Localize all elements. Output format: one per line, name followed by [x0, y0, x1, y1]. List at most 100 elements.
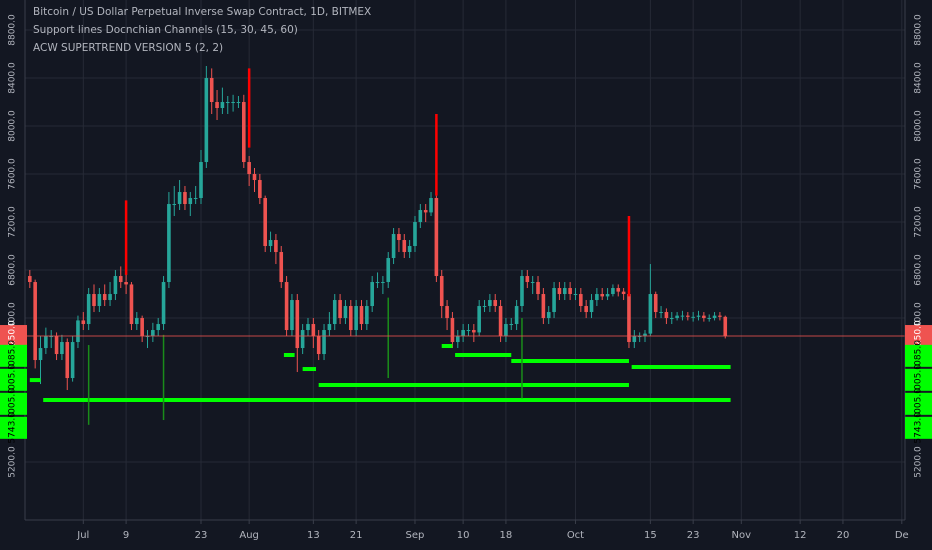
- candle-body: [627, 294, 631, 343]
- y-tick-label: 8800.0: [914, 14, 924, 46]
- candle-body: [402, 240, 407, 253]
- price-label-box: [905, 344, 932, 367]
- candle-body: [621, 291, 626, 295]
- candle-body: [589, 300, 594, 313]
- candle-body: [102, 294, 107, 301]
- candle-body: [391, 234, 396, 259]
- price-label-box: [0, 416, 27, 439]
- candle-body: [381, 282, 385, 284]
- candle-body: [247, 162, 251, 175]
- candle-body: [718, 315, 722, 317]
- candle-body: [669, 318, 674, 320]
- candle-body: [455, 336, 460, 343]
- x-tick-label: 18: [500, 530, 513, 541]
- candle-body: [488, 300, 492, 307]
- candle-body: [183, 192, 187, 205]
- candle-body: [97, 294, 102, 307]
- candle-body: [675, 315, 679, 319]
- candle-body: [354, 306, 358, 331]
- candle-body: [370, 282, 374, 307]
- candle-body: [204, 78, 209, 163]
- candle-body: [327, 324, 332, 331]
- candle-body: [691, 316, 695, 318]
- candle-body: [28, 276, 32, 283]
- candle-body: [616, 288, 621, 292]
- candle-body: [188, 198, 193, 205]
- candle-body: [290, 300, 294, 331]
- y-tick-label-left: 6400.0: [8, 302, 18, 334]
- y-tick-label: 6800.0: [914, 254, 924, 286]
- candle-body: [65, 342, 70, 379]
- x-tick-label: 21: [350, 530, 363, 541]
- candle-body: [653, 294, 658, 313]
- price-label: 6005.0: [914, 364, 924, 396]
- candle-body: [504, 324, 508, 337]
- legend-line: Support lines Docnchian Channels (15, 30…: [33, 24, 298, 36]
- candle-body: [140, 318, 144, 337]
- candle-body: [450, 318, 455, 343]
- candle-body: [365, 306, 369, 325]
- y-tick-label: 5200.0: [914, 446, 924, 478]
- candle-body: [659, 312, 663, 314]
- candle-body: [712, 315, 717, 319]
- candle-body: [70, 342, 75, 379]
- candle-body: [568, 288, 572, 295]
- candle-body: [199, 162, 203, 199]
- price-label-box: [0, 344, 27, 367]
- y-tick-label: 7200.0: [914, 206, 924, 238]
- candle-body: [413, 222, 417, 247]
- candle-body: [466, 330, 471, 332]
- candle-body: [151, 330, 155, 337]
- candle-body: [236, 102, 241, 104]
- price-label: 6085.0: [8, 340, 18, 372]
- current-price-label-box: [905, 325, 932, 348]
- candle-body: [311, 324, 316, 337]
- price-label: 6005.0: [8, 364, 18, 396]
- candle-body: [322, 330, 326, 355]
- x-tick-label: Jul: [76, 530, 89, 541]
- candle-body: [209, 78, 214, 103]
- candle-body: [541, 294, 546, 319]
- candle-body: [429, 198, 433, 213]
- y-tick-label-left: 8800.0: [8, 14, 18, 46]
- candle-body: [461, 330, 465, 337]
- candle-body: [193, 198, 198, 200]
- current-price-label: 6250.0: [914, 320, 924, 352]
- price-label: 5743.0: [8, 412, 18, 444]
- price-label-box: [905, 416, 932, 439]
- x-tick-label: 23: [195, 530, 208, 541]
- candle-body: [231, 102, 235, 104]
- y-tick-label-left: 8400.0: [8, 62, 18, 94]
- candle-body: [520, 276, 524, 307]
- candle-body: [562, 288, 567, 295]
- y-tick-label-left: 8000.0: [8, 110, 18, 142]
- y-tick-label: 8400.0: [914, 62, 924, 94]
- candle-body: [81, 320, 86, 325]
- candle-body: [439, 276, 444, 307]
- candle-body: [472, 330, 476, 333]
- candle-body: [477, 306, 481, 333]
- x-tick-label: 23: [687, 530, 700, 541]
- candle-body: [252, 174, 257, 181]
- candle-body: [696, 315, 701, 317]
- candle-body: [397, 234, 401, 241]
- candle-body: [702, 315, 706, 319]
- candle-body: [108, 294, 112, 301]
- candle-body: [177, 192, 182, 205]
- candle-body: [407, 246, 412, 253]
- y-tick-label-left: 7600.0: [8, 158, 18, 190]
- candle-body: [434, 198, 439, 277]
- candle-body: [295, 300, 300, 349]
- price-label: 5743.0: [914, 412, 924, 444]
- candle-body: [258, 180, 262, 199]
- price-label: 6005.0: [8, 388, 18, 420]
- candle-body: [664, 312, 669, 319]
- candle-body: [54, 336, 59, 355]
- candle-body: [284, 282, 289, 331]
- candle-body: [482, 306, 487, 308]
- candle-body: [135, 318, 139, 325]
- y-tick-label-left: 7200.0: [8, 206, 18, 238]
- candle-body: [418, 210, 423, 223]
- price-label-box: [905, 368, 932, 391]
